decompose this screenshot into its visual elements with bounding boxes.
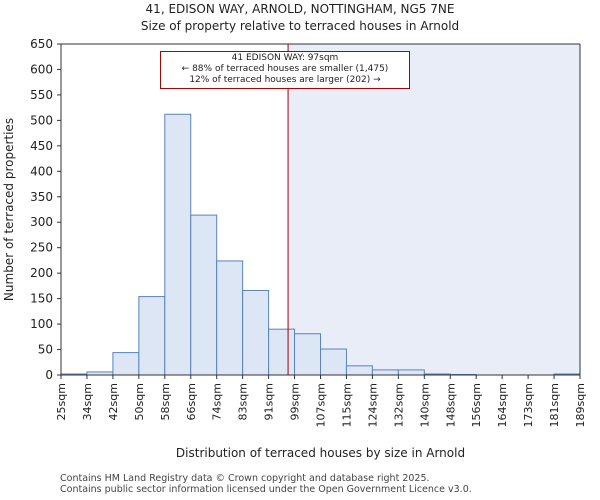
x-tick-label: 66sqm — [185, 383, 198, 420]
x-tick-label: 25sqm — [55, 383, 68, 420]
x-tick-label: 189sqm — [574, 383, 587, 427]
chart-title-address: 41, EDISON WAY, ARNOLD, NOTTINGHAM, NG5 … — [145, 2, 455, 16]
histogram-bar — [216, 260, 244, 376]
annotation-line-3: 12% of terraced houses are larger (202) … — [189, 75, 381, 85]
x-axis-label: Distribution of terraced houses by size … — [176, 446, 465, 460]
x-tick-label: 83sqm — [237, 383, 250, 420]
chart-subtitle: Size of property relative to terraced ho… — [140, 19, 460, 33]
x-tick-label: 91sqm — [263, 383, 276, 420]
histogram-bar — [268, 328, 296, 376]
annotation-line-2: ← 88% of terraced houses are smaller (1,… — [181, 64, 389, 74]
x-tick-label: 58sqm — [159, 383, 172, 420]
histogram-bar — [138, 296, 166, 376]
y-tick-label: 100 — [30, 317, 53, 331]
y-tick-label: 350 — [30, 190, 53, 204]
y-tick-label: 200 — [30, 266, 53, 280]
histogram-bar — [190, 214, 218, 376]
y-tick-label: 500 — [30, 113, 53, 127]
y-tick-label: 600 — [30, 62, 53, 76]
x-tick-label: 164sqm — [496, 383, 509, 427]
histogram-bar — [242, 289, 270, 376]
histogram-bar — [112, 352, 140, 376]
y-tick-label: 300 — [30, 215, 53, 229]
x-tick-label: 181sqm — [548, 383, 561, 427]
x-tick-label: 115sqm — [340, 383, 353, 427]
histogram-bar — [345, 365, 373, 376]
x-tick-label: 50sqm — [133, 383, 146, 420]
y-tick-label: 400 — [30, 164, 53, 178]
larger-region-shade — [288, 44, 580, 375]
y-tick-label: 50 — [38, 343, 53, 357]
histogram-bar — [294, 333, 321, 376]
property-annotation-box: 41 EDISON WAY: 97sqm ← 88% of terraced h… — [160, 51, 410, 89]
y-tick-label: 150 — [30, 292, 53, 306]
x-tick-label: 34sqm — [81, 383, 94, 420]
x-tick-label: 173sqm — [522, 383, 535, 427]
footer-line-2: Contains public sector information licen… — [60, 484, 472, 495]
y-tick-label: 650 — [30, 37, 53, 51]
histogram-bar — [371, 369, 399, 376]
y-axis-label: Number of terraced properties — [2, 118, 16, 301]
y-tick-label: 450 — [30, 139, 53, 153]
x-tick-label: 99sqm — [289, 383, 302, 420]
x-tick-label: 107sqm — [315, 383, 328, 427]
histogram-bar — [397, 369, 425, 376]
x-tick-label: 148sqm — [444, 383, 457, 427]
annotation-line-1: 41 EDISON WAY: 97sqm — [231, 53, 339, 63]
x-tick-label: 132sqm — [392, 383, 405, 427]
y-tick-label: 250 — [30, 241, 53, 255]
histogram-bar — [164, 113, 192, 376]
x-tick-label: 156sqm — [470, 383, 483, 427]
y-tick-label: 0 — [45, 368, 53, 382]
footer-line-1: Contains HM Land Registry data © Crown c… — [60, 473, 430, 484]
x-tick-label: 140sqm — [418, 383, 431, 427]
x-tick-label: 74sqm — [211, 383, 224, 420]
x-tick-label: 124sqm — [366, 383, 379, 427]
x-tick-label: 42sqm — [107, 383, 120, 420]
y-tick-label: 550 — [30, 88, 53, 102]
histogram-bar — [320, 348, 347, 376]
